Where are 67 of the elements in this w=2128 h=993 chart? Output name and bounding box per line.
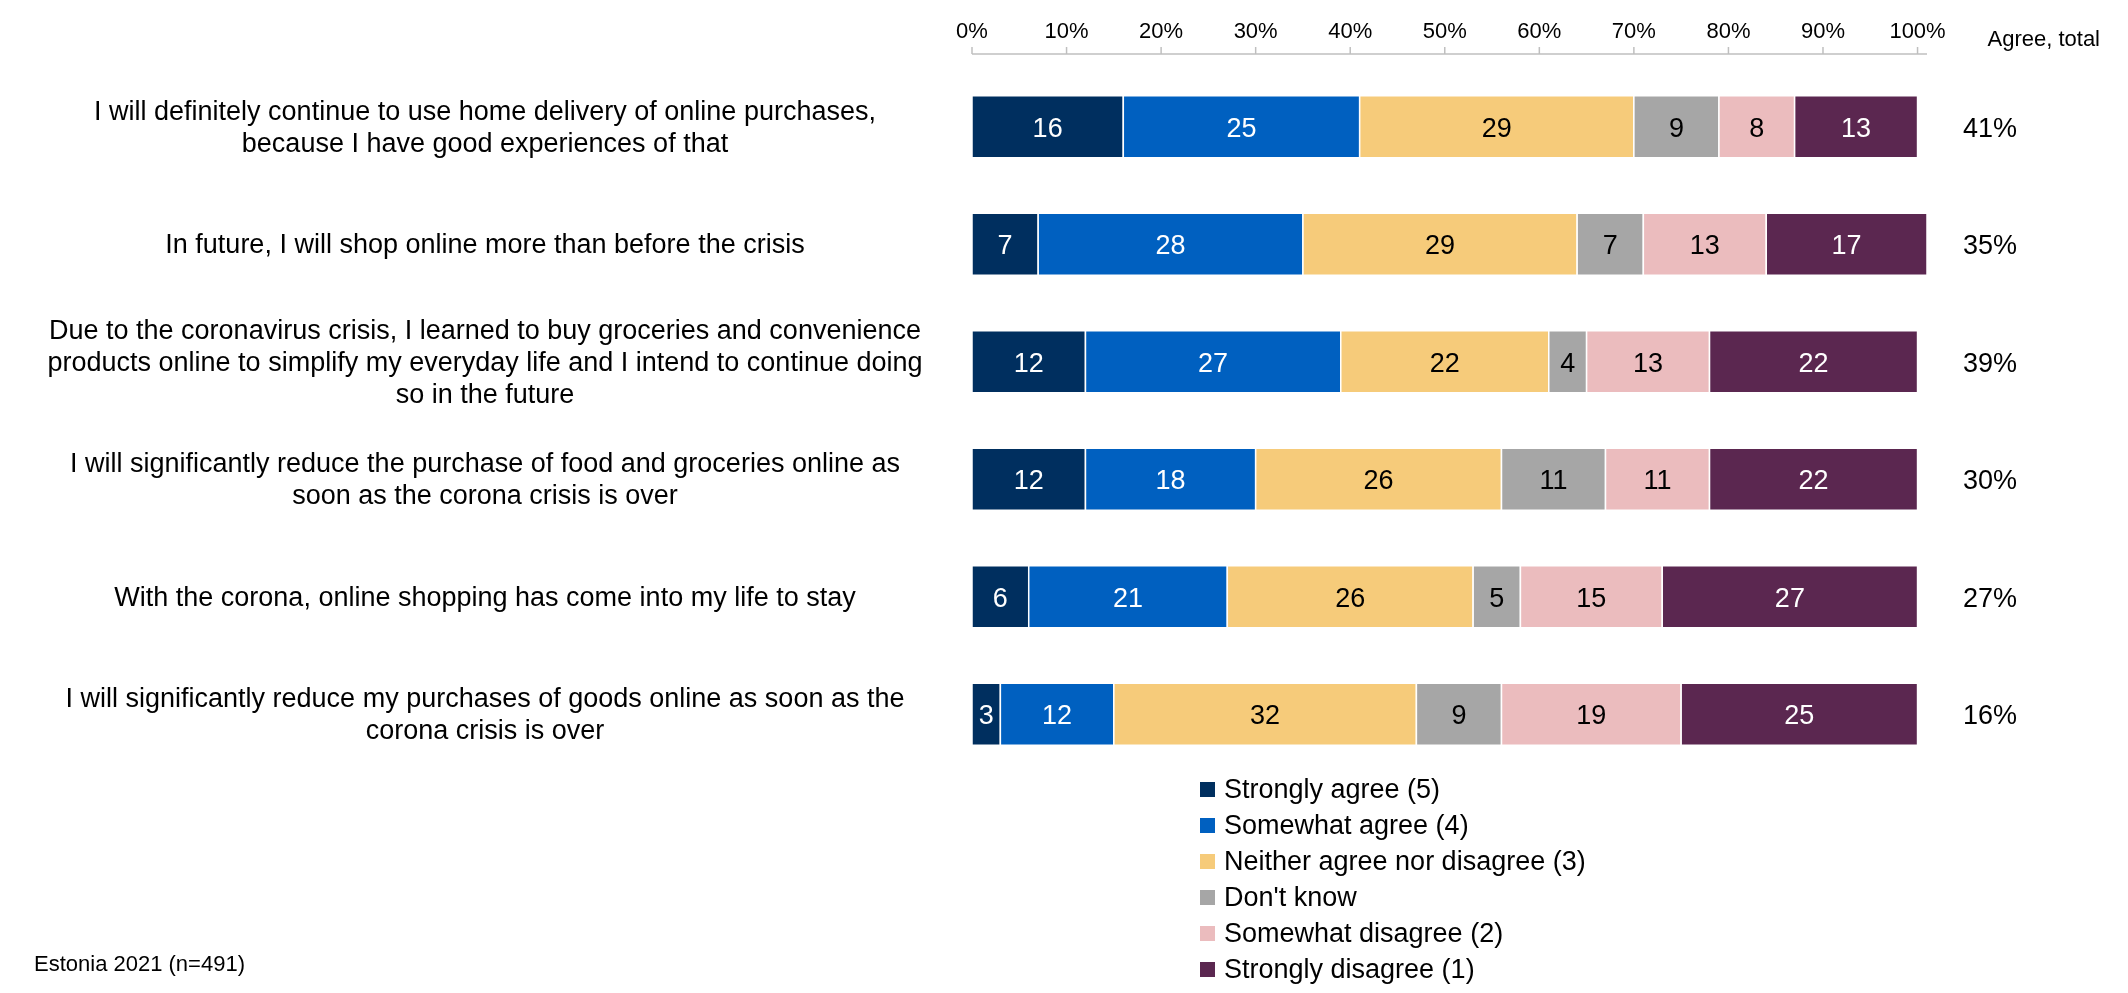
- data-label: 25: [1784, 700, 1815, 731]
- data-label: 9: [1451, 700, 1467, 731]
- text: 35%: [1963, 230, 2018, 261]
- text: Estonia 2021 (n=491): [34, 951, 245, 976]
- data-label: 28: [1155, 230, 1186, 261]
- data-label: 11: [1539, 465, 1568, 496]
- text: 16%: [1963, 700, 2018, 731]
- data-label: 32: [1250, 700, 1281, 731]
- legend-label: Somewhat agree (4): [1224, 810, 1469, 840]
- data-label: 29: [1425, 230, 1456, 261]
- data-label: 12: [1013, 465, 1044, 496]
- data-label: 7: [997, 230, 1013, 261]
- y-tick-label: I will significantly reduce the purchase of food and groceries online as soon as the corona crisis is over: [70, 448, 900, 511]
- legend-label: Strongly disagree (1): [1224, 954, 1475, 984]
- text: 39%: [1963, 347, 2018, 378]
- data-label: 12: [1013, 347, 1044, 378]
- x-tick-label: 100%: [1889, 18, 1946, 43]
- y-tick-label: In future, I will shop online more than before the crisis: [165, 229, 805, 260]
- legend-label: Somewhat disagree (2): [1224, 918, 1504, 948]
- data-label: 12: [1042, 700, 1073, 731]
- data-label: 26: [1363, 465, 1394, 496]
- data-label: 13: [1689, 230, 1720, 261]
- y-tick-label: With the corona, online shopping has come into my life to stay: [114, 581, 857, 612]
- x-tick-label: 60%: [1517, 18, 1562, 43]
- text: 27%: [1963, 582, 2018, 613]
- data-label: 13: [1841, 112, 1872, 143]
- text: Agree, total: [1987, 26, 2100, 51]
- x-tick-label: 30%: [1233, 18, 1278, 43]
- text: 30%: [1963, 465, 2018, 496]
- data-label: 25: [1226, 112, 1257, 143]
- data-label: 18: [1155, 465, 1186, 496]
- y-tick-label: Due to the coronavirus crisis, I learned to buy groceries and convenience products online to simplify my everyday life and I intend to continue doing so in the future: [47, 314, 923, 409]
- x-tick-label: 20%: [1139, 18, 1184, 43]
- data-label: 26: [1335, 582, 1366, 613]
- data-label: 17: [1831, 230, 1862, 261]
- data-label: 7: [1602, 230, 1618, 261]
- data-label: 27: [1774, 582, 1805, 613]
- data-label: 22: [1798, 347, 1829, 378]
- x-tick-label: 90%: [1800, 18, 1846, 43]
- legend-label: Don't know: [1224, 882, 1358, 912]
- legend-label: Strongly agree (5): [1224, 774, 1441, 804]
- x-tick-label: 70%: [1611, 18, 1656, 43]
- data-label: 5: [1489, 582, 1505, 613]
- x-tick-label: 0%: [956, 18, 988, 43]
- data-label: 19: [1576, 700, 1607, 731]
- legend-label: Neither agree nor disagree (3): [1224, 846, 1586, 876]
- x-tick-label: 40%: [1328, 18, 1373, 43]
- x-tick-label: 10%: [1044, 18, 1089, 43]
- data-label: 16: [1032, 112, 1063, 143]
- text: 41%: [1963, 112, 2018, 143]
- data-label: 27: [1198, 347, 1229, 378]
- y-tick-label: I will significantly reduce my purchases of goods online as soon as the corona crisis is over: [65, 683, 905, 746]
- data-label: 22: [1429, 347, 1460, 378]
- data-label: 15: [1576, 582, 1607, 613]
- x-tick-label: 50%: [1422, 18, 1467, 43]
- data-label: 22: [1798, 465, 1829, 496]
- data-label: 3: [978, 700, 994, 731]
- data-label: 11: [1643, 465, 1672, 496]
- data-label: 4: [1560, 347, 1576, 378]
- data-label: 6: [992, 582, 1008, 613]
- data-label: 21: [1112, 582, 1144, 613]
- x-tick-label: 80%: [1706, 18, 1751, 43]
- y-tick-label: I will definitely continue to use home delivery of online purchases, because I have good experiences of that: [94, 95, 876, 158]
- data-label: 13: [1633, 347, 1664, 378]
- data-label: 8: [1749, 112, 1765, 143]
- data-label: 9: [1668, 112, 1684, 143]
- data-label: 29: [1481, 112, 1512, 143]
